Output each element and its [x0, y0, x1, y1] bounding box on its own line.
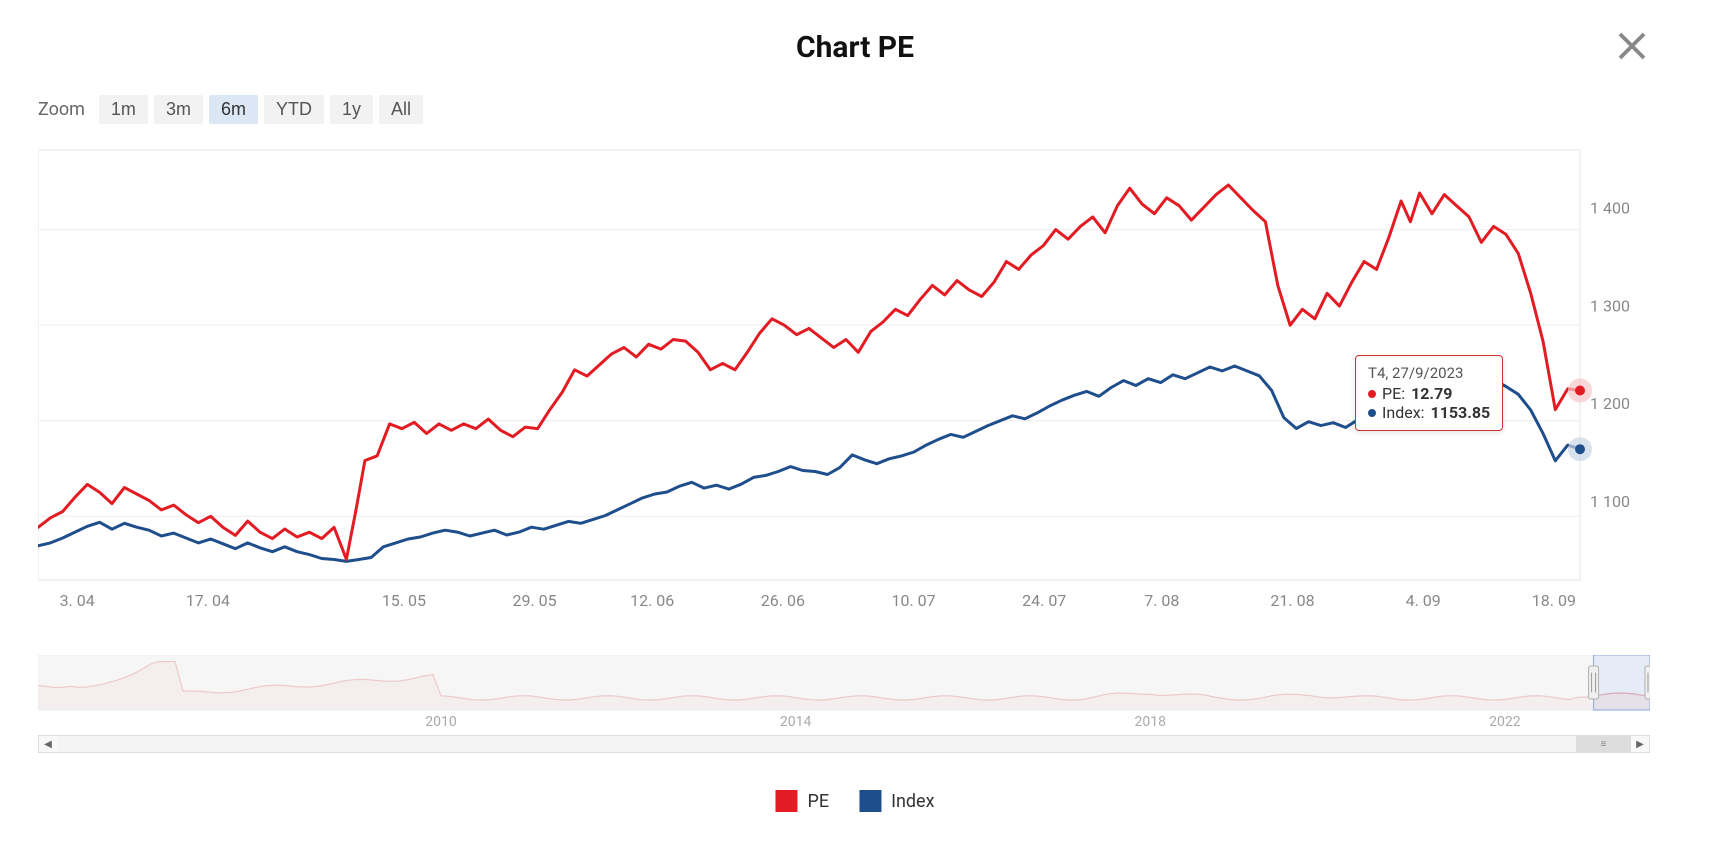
zoom-label: Zoom [38, 99, 85, 120]
svg-text:1 200: 1 200 [1590, 394, 1630, 413]
close-icon [1614, 28, 1650, 64]
svg-text:24. 07: 24. 07 [1022, 591, 1066, 610]
tooltip-pe-dot [1368, 390, 1376, 398]
legend-pe-label: PE [807, 791, 829, 812]
scrollbar-right-arrow[interactable]: ▶ [1631, 736, 1649, 752]
navigator-scrollbar[interactable]: ◀ ≡ ▶ [38, 735, 1650, 753]
scrollbar-track[interactable]: ≡ [57, 736, 1631, 752]
svg-text:15. 05: 15. 05 [382, 591, 426, 610]
svg-text:26. 06: 26. 06 [761, 591, 805, 610]
tooltip-pe-value: 12.79 [1411, 384, 1452, 403]
tooltip-index-dot [1368, 409, 1376, 417]
svg-text:12. 06: 12. 06 [630, 591, 674, 610]
chart-title: Chart PE [796, 30, 914, 65]
zoom-all[interactable]: All [379, 95, 423, 124]
scrollbar-left-arrow[interactable]: ◀ [39, 736, 57, 752]
svg-text:17. 04: 17. 04 [186, 591, 230, 610]
tooltip-index-value: 1153.85 [1431, 403, 1491, 422]
svg-text:4. 09: 4. 09 [1406, 591, 1441, 610]
legend-pe-swatch [775, 790, 797, 812]
svg-text:7. 08: 7. 08 [1144, 591, 1179, 610]
tooltip-index-label: Index: [1382, 403, 1425, 422]
svg-text:2010: 2010 [425, 714, 457, 730]
zoom-1y[interactable]: 1y [330, 95, 373, 124]
svg-text:1 300: 1 300 [1590, 296, 1630, 315]
zoom-3m[interactable]: 3m [154, 95, 203, 124]
navigator[interactable]: 2010 2014 2018 2022 [38, 655, 1650, 730]
tooltip-date: T4, 27/9/2023 [1368, 364, 1490, 382]
chart-tooltip: T4, 27/9/2023 PE: 12.79 Index: 1153.85 [1355, 355, 1503, 431]
svg-text:10. 07: 10. 07 [891, 591, 935, 610]
zoom-bar: Zoom 1m3m6mYTD1yAll [38, 95, 423, 124]
tooltip-pe-label: PE: [1382, 384, 1405, 403]
legend: PE Index [775, 790, 934, 812]
legend-item-index[interactable]: Index [859, 790, 934, 812]
svg-text:2018: 2018 [1135, 714, 1167, 730]
legend-item-pe[interactable]: PE [775, 790, 829, 812]
zoom-6m[interactable]: 6m [209, 95, 258, 124]
legend-index-label: Index [891, 791, 934, 812]
zoom-ytd[interactable]: YTD [264, 95, 324, 124]
svg-text:3. 04: 3. 04 [60, 591, 95, 610]
svg-text:2014: 2014 [780, 714, 812, 730]
legend-index-swatch [859, 790, 881, 812]
svg-text:1 400: 1 400 [1590, 199, 1630, 218]
svg-text:21. 08: 21. 08 [1270, 591, 1314, 610]
svg-text:2022: 2022 [1489, 714, 1521, 730]
svg-text:1 100: 1 100 [1590, 492, 1630, 511]
svg-text:29. 05: 29. 05 [512, 591, 556, 610]
close-button[interactable] [1614, 28, 1650, 64]
scrollbar-thumb[interactable]: ≡ [1576, 736, 1631, 752]
zoom-1m[interactable]: 1m [99, 95, 148, 124]
svg-text:18. 09: 18. 09 [1532, 591, 1576, 610]
